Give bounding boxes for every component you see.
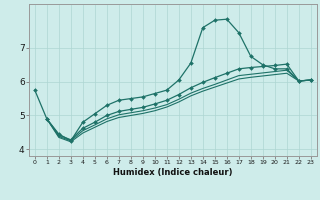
X-axis label: Humidex (Indice chaleur): Humidex (Indice chaleur)	[113, 168, 233, 177]
